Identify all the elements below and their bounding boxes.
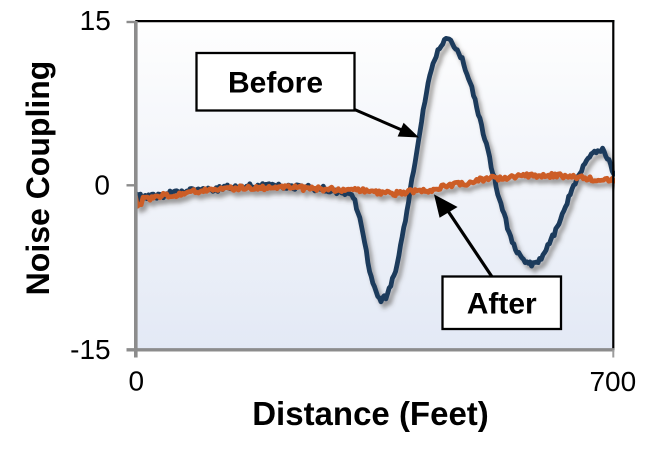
svg-text:-15: -15 <box>70 334 110 365</box>
svg-text:Before: Before <box>228 66 323 99</box>
svg-text:700: 700 <box>589 366 636 397</box>
svg-text:0: 0 <box>94 170 110 201</box>
svg-text:After: After <box>467 288 537 321</box>
svg-text:Noise Coupling: Noise Coupling <box>20 61 56 296</box>
svg-text:0: 0 <box>129 366 145 397</box>
svg-text:Distance (Feet): Distance (Feet) <box>252 395 489 432</box>
svg-text:15: 15 <box>80 5 111 36</box>
